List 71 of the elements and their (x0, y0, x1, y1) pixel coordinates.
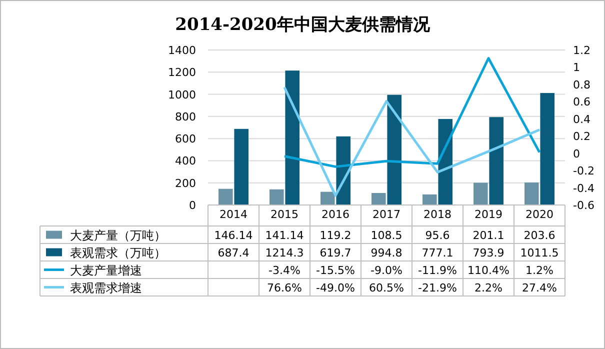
y2-tick-label: -0.4 (573, 182, 594, 195)
legend-label: 大麦产量增速 (70, 263, 142, 278)
data-label: 777.1 (422, 246, 454, 260)
data-label: 119.2 (320, 228, 352, 242)
y2-tick-label: 0.6 (573, 96, 590, 109)
data-label: 110.4% (468, 264, 510, 277)
data-label: 76.6% (267, 281, 302, 294)
x-tick-label: 2018 (424, 208, 452, 221)
data-label: -21.9% (418, 281, 457, 294)
data-label: 619.7 (320, 246, 352, 260)
line-series (283, 57, 541, 168)
y2-tick-label: 1 (573, 61, 580, 74)
data-label: 201.1 (472, 228, 504, 242)
data-label: 994.8 (370, 246, 402, 260)
legend-label: 大麦产量（万吨） (70, 228, 166, 242)
y2-tick-label: -0.2 (573, 164, 594, 178)
bar (540, 93, 554, 205)
data-label: 1011.5 (520, 246, 559, 260)
x-tick-label: 2020 (526, 208, 554, 221)
bar (234, 128, 248, 205)
data-label: 146.14 (214, 228, 253, 242)
bar (438, 118, 452, 205)
data-label: -11.9% (418, 264, 457, 277)
bar (489, 117, 504, 205)
y-tick-label: 1000 (168, 88, 196, 102)
data-label: 95.6 (425, 228, 450, 242)
y-tick-label: 1200 (168, 66, 196, 80)
x-tick-label: 2019 (474, 208, 502, 221)
bar (422, 194, 437, 205)
data-label: 141.14 (265, 228, 304, 242)
data-label: 27.4% (522, 281, 557, 294)
y2-tick-label: 0.2 (573, 130, 590, 144)
data-label: -9.0% (370, 264, 402, 277)
line-series (283, 86, 541, 197)
x-tick-label: 2017 (372, 208, 400, 221)
bar (524, 182, 539, 205)
y2-tick-label: 0.8 (573, 78, 590, 92)
data-label: -15.5% (316, 264, 355, 277)
bar (218, 188, 233, 205)
data-label: 793.9 (472, 246, 504, 260)
data-label: 203.6 (524, 228, 556, 242)
y-tick-label: 400 (175, 154, 196, 168)
bar (270, 189, 284, 205)
legend-label: 表观需求增速 (70, 280, 142, 295)
y2-tick-label: 1.2 (573, 44, 590, 57)
bar (387, 94, 402, 205)
y-tick-label: 200 (175, 176, 196, 190)
data-label: -3.4% (268, 264, 300, 277)
x-tick-label: 2014 (220, 208, 248, 221)
y-tick-label: 600 (175, 132, 196, 146)
data-label: 687.4 (218, 246, 250, 260)
x-tick-label: 2015 (270, 208, 298, 221)
x-tick-label: 2016 (322, 208, 350, 221)
bar (474, 182, 488, 205)
bar (372, 192, 386, 205)
chart-title: 2014-2020年中国大麦供需情况 (175, 15, 431, 35)
y-tick-label: 800 (175, 110, 196, 124)
data-label: 1.2% (526, 264, 554, 277)
data-label: 108.5 (370, 228, 402, 242)
data-label: -49.0% (316, 281, 355, 294)
data-label: 60.5% (369, 281, 404, 294)
y-tick-label: 0 (189, 199, 196, 212)
y2-tick-label: 0.4 (573, 112, 590, 126)
y2-tick-label: -0.6 (573, 199, 594, 212)
bar (320, 192, 335, 205)
bar (285, 70, 300, 205)
data-label: 2.2% (474, 281, 502, 294)
y-tick-label: 1400 (168, 44, 196, 57)
y2-tick-label: 0 (573, 147, 580, 160)
data-label: 1214.3 (265, 246, 304, 260)
legend-label: 表观需求（万吨） (70, 246, 166, 260)
